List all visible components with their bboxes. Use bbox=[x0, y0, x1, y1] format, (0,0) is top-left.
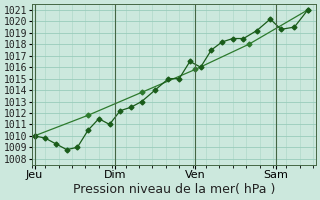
X-axis label: Pression niveau de la mer( hPa ): Pression niveau de la mer( hPa ) bbox=[73, 183, 275, 196]
